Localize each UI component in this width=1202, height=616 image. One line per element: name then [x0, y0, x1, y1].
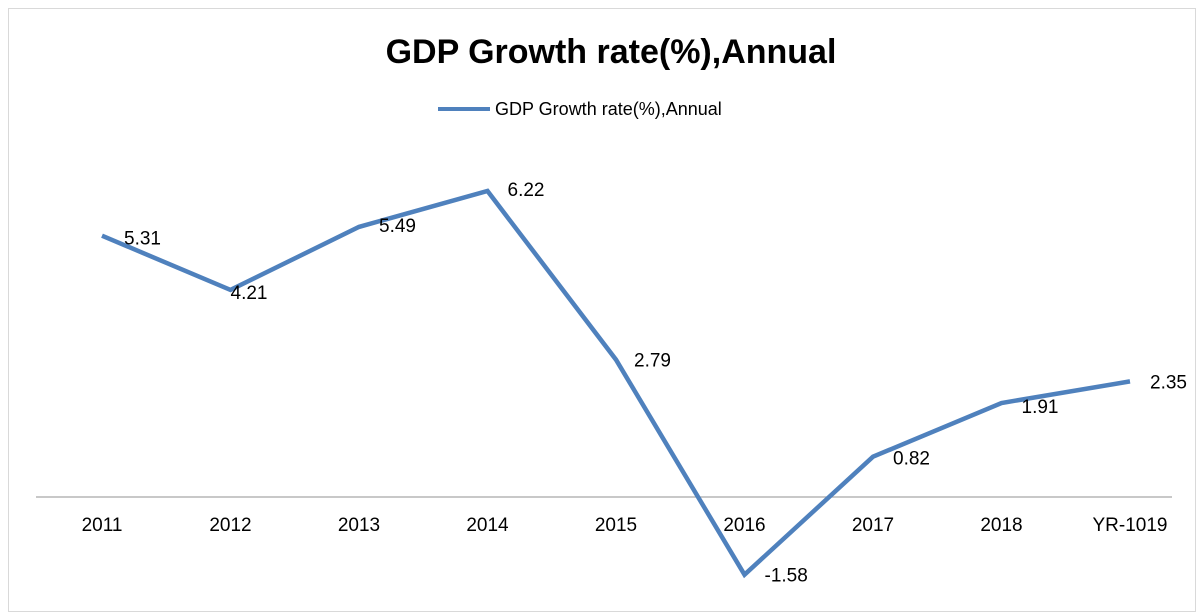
x-tick-labels: 2011 2012 2013 2014 2015 2016 2017 2018 YR-1019 — [82, 515, 1168, 536]
x-tick-label: 2015 — [595, 515, 637, 536]
x-tick-label: 2016 — [723, 515, 765, 536]
x-tick-label: YR-1019 — [1093, 515, 1168, 536]
data-label: 1.91 — [1022, 397, 1059, 418]
x-tick-label: 2017 — [852, 515, 894, 536]
data-label: 2.35 — [1150, 372, 1187, 393]
x-tick-label: 2018 — [980, 515, 1022, 536]
x-tick-label: 2011 — [82, 515, 123, 536]
x-tick-label: 2013 — [338, 515, 380, 536]
data-label: 5.31 — [124, 229, 161, 250]
data-label: -1.58 — [765, 566, 808, 587]
data-label: 5.49 — [379, 216, 416, 237]
x-tick-label: 2012 — [209, 515, 251, 536]
legend: GDP Growth rate(%),Annual — [438, 99, 722, 119]
data-labels: 5.31 4.21 5.49 6.22 2.79 -1.58 0.82 1.91 2.35 — [124, 180, 1187, 587]
legend-label: GDP Growth rate(%),Annual — [495, 99, 722, 119]
data-label: 4.21 — [231, 283, 268, 304]
data-label: 0.82 — [893, 449, 930, 470]
x-tick-label: 2014 — [466, 515, 509, 536]
chart-title: GDP Growth rate(%),Annual — [386, 33, 837, 71]
data-label: 2.79 — [634, 351, 671, 372]
chart-frame — [8, 8, 1196, 612]
data-label: 6.22 — [508, 180, 545, 201]
series-line — [101, 188, 1131, 579]
